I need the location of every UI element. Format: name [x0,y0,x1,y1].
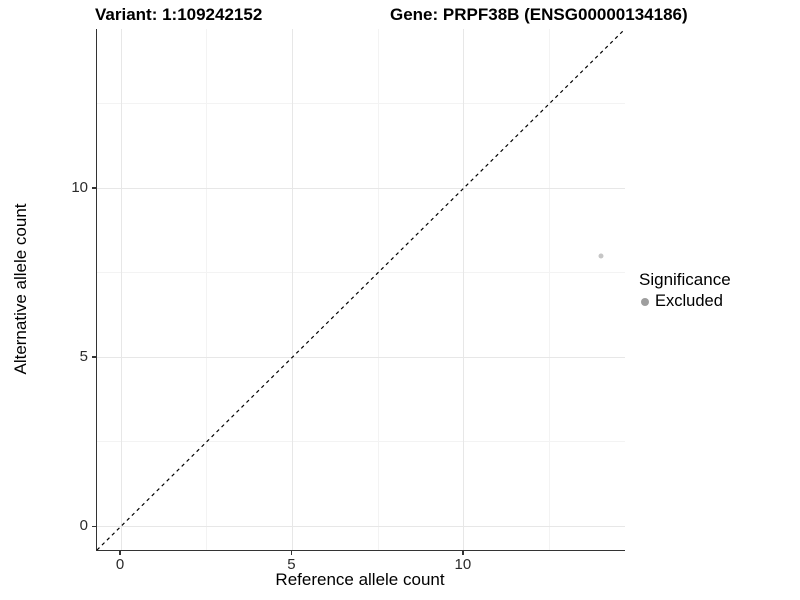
gridline-minor-v [206,29,208,550]
x-tick-label: 5 [287,556,296,573]
x-tick-label: 0 [115,556,125,573]
gridline-minor-h [97,102,625,104]
gridline-minor-h [97,272,625,274]
legend-key-dot-icon [641,297,649,306]
gridline-major-h [97,356,625,358]
gridline-minor-h [97,441,625,443]
x-tick-mark [290,550,293,555]
y-tick-label: 0 [79,517,88,535]
plot-panel [96,28,626,551]
legend: Significance Excluded [638,270,798,311]
gridline-major-v [120,29,122,550]
y-tick-mark [91,525,96,528]
gridline-minor-v [377,29,379,550]
y-tick-label: 5 [79,348,88,366]
x-axis-title: Reference allele count [275,570,445,589]
y-tick-mark [91,187,96,189]
y-tick-label: 10 [71,179,88,196]
identity-line [96,28,626,551]
legend-item: Excluded [638,292,798,311]
gridline-major-h [97,525,625,527]
gridline-major-v [291,29,293,550]
x-tick-mark [462,550,464,555]
plot-title-gene: Gene: PRPF38B (ENSG00000134186) [390,5,688,24]
y-tick-mark [91,356,96,358]
gridline-major-h [97,187,625,189]
gridline-minor-v [549,29,551,550]
gridline-major-v [463,29,465,550]
x-tick-label: 10 [454,556,472,573]
x-tick-mark [119,550,121,555]
data-point [598,253,604,259]
legend-item-label: Excluded [655,292,723,310]
legend-title: Significance [639,270,731,289]
plot-title-variant: Variant: 1:109242152 [95,5,263,24]
